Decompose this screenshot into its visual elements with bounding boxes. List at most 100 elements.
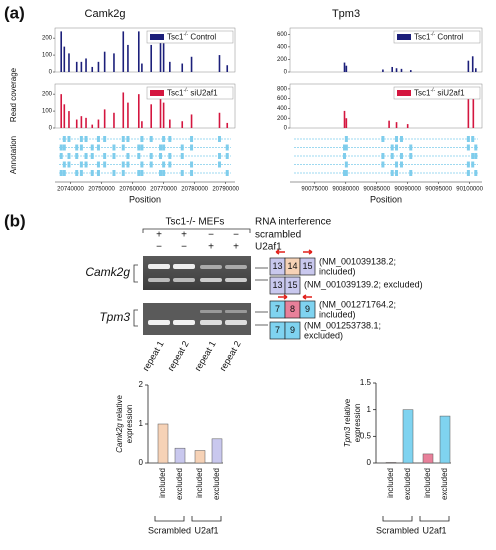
y-axis-label-gene: Tpm3 bbox=[343, 426, 352, 447]
y-tick-label: 0 bbox=[284, 70, 288, 76]
y-tick-label: 400 bbox=[277, 106, 288, 112]
y-tick-label: 600 bbox=[277, 96, 288, 102]
cells-label: Tsc1-/- MEFs bbox=[166, 217, 225, 228]
group-bracket bbox=[154, 516, 185, 522]
exon bbox=[381, 153, 385, 159]
legend-text: siU2af1 bbox=[435, 89, 465, 98]
panel-label: (a) bbox=[4, 3, 25, 22]
x-axis-label: Position bbox=[370, 194, 402, 204]
y-tick-label: 1 bbox=[367, 405, 372, 414]
group-bracket bbox=[191, 516, 222, 522]
x-tick-label: 90090000 bbox=[394, 187, 421, 193]
legend-sup: -/- bbox=[430, 32, 435, 38]
bracket bbox=[133, 264, 138, 283]
legend-text: Control bbox=[435, 33, 463, 42]
exon bbox=[126, 153, 130, 159]
coverage-peak bbox=[113, 53, 115, 72]
exon bbox=[112, 153, 116, 159]
exon bbox=[180, 144, 184, 151]
y-tick-label: 200 bbox=[42, 92, 53, 98]
gene-title: Tpm3 bbox=[332, 8, 360, 20]
x-tick-label: 20770000 bbox=[150, 187, 177, 193]
exon bbox=[140, 161, 144, 168]
exon bbox=[159, 144, 163, 151]
coverage-peak bbox=[103, 51, 106, 72]
bar bbox=[211, 438, 223, 464]
legend-text: Tsc1 bbox=[167, 33, 184, 42]
legend-label: Tsc1-/- Control bbox=[167, 32, 216, 42]
exon bbox=[96, 136, 100, 142]
exon bbox=[126, 136, 130, 142]
exon-number: 15 bbox=[302, 261, 312, 271]
exon bbox=[390, 144, 394, 151]
coverage-peak bbox=[159, 33, 162, 72]
exon bbox=[399, 161, 403, 168]
exon bbox=[96, 144, 100, 151]
x-axis-label: Position bbox=[129, 194, 161, 204]
exon bbox=[79, 136, 83, 142]
exon bbox=[140, 136, 144, 142]
y-tick-label: 1.5 bbox=[360, 378, 372, 387]
gel-band bbox=[200, 278, 222, 282]
exon bbox=[75, 170, 79, 176]
exon bbox=[67, 161, 71, 168]
y-axis-label: Annotation bbox=[9, 136, 18, 174]
exon bbox=[103, 161, 107, 168]
coverage-peak bbox=[141, 63, 143, 72]
exon bbox=[225, 170, 229, 176]
y-axis-label: Camk2g relative bbox=[115, 395, 124, 453]
exon-number: 13 bbox=[272, 280, 282, 290]
legend-box bbox=[393, 30, 481, 44]
exon-number: 9 bbox=[305, 304, 310, 314]
x-tick-label: 20750000 bbox=[88, 187, 115, 193]
exon bbox=[79, 144, 83, 151]
lane-label: repeat 2 bbox=[166, 339, 191, 373]
y-tick-label: 0 bbox=[284, 126, 288, 132]
coverage-peak bbox=[345, 65, 348, 72]
exon bbox=[395, 161, 399, 168]
coverage-peak bbox=[218, 55, 221, 72]
gel-image bbox=[143, 303, 251, 335]
exon bbox=[96, 170, 100, 176]
exon bbox=[343, 144, 347, 151]
exon bbox=[75, 144, 79, 151]
legend-box bbox=[146, 30, 234, 44]
y-axis-label: Tpm3 relative bbox=[343, 398, 352, 447]
legend-label: Tsc1-/- siU2af1 bbox=[167, 88, 218, 98]
exon bbox=[159, 170, 163, 176]
exon bbox=[103, 153, 107, 159]
exon bbox=[409, 144, 413, 151]
exon bbox=[96, 161, 100, 168]
coverage-peak bbox=[391, 66, 393, 72]
exon bbox=[59, 153, 63, 159]
legend-swatch bbox=[150, 90, 164, 96]
exon bbox=[126, 161, 130, 168]
bar bbox=[385, 462, 397, 464]
y-tick-label: 200 bbox=[42, 36, 53, 42]
sign: + bbox=[208, 242, 214, 253]
coverage-peak bbox=[122, 31, 125, 73]
legend-box bbox=[146, 86, 234, 100]
coverage-peak bbox=[68, 53, 70, 72]
exon-number: 8 bbox=[290, 304, 295, 314]
track-frame bbox=[289, 27, 483, 73]
coverage-peak bbox=[127, 44, 129, 72]
exon-box bbox=[299, 257, 316, 276]
exon bbox=[190, 144, 194, 151]
exon bbox=[121, 170, 125, 176]
x-tick-label: 90080000 bbox=[332, 187, 359, 193]
legend-text: siU2af1 bbox=[188, 89, 218, 98]
y-tick-label: 800 bbox=[277, 86, 288, 92]
coverage-peak bbox=[68, 111, 70, 128]
coverage-peak bbox=[345, 118, 348, 128]
exon bbox=[409, 170, 413, 176]
coverage-peak bbox=[181, 121, 184, 128]
coverage-peak bbox=[162, 102, 165, 128]
y-tick-label: 100 bbox=[42, 109, 53, 115]
isoform-label: included) bbox=[319, 266, 356, 276]
exon bbox=[162, 144, 166, 151]
exon bbox=[190, 161, 194, 168]
coverage-peak bbox=[169, 61, 171, 72]
rnai-label: RNA interference bbox=[255, 217, 332, 228]
coverage-peak bbox=[343, 110, 346, 128]
